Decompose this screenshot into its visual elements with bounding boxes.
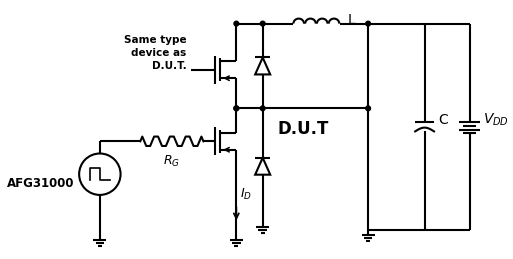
- Text: Same type
device as
D.U.T.: Same type device as D.U.T.: [124, 35, 186, 71]
- Text: $R_G$: $R_G$: [163, 154, 181, 169]
- Text: C: C: [438, 113, 447, 127]
- Circle shape: [260, 21, 265, 26]
- Circle shape: [366, 106, 370, 111]
- Circle shape: [234, 106, 239, 111]
- Text: D.U.T: D.U.T: [278, 120, 329, 139]
- Text: $I_D$: $I_D$: [240, 186, 252, 202]
- Circle shape: [234, 106, 239, 111]
- Text: L: L: [347, 13, 355, 27]
- Circle shape: [260, 106, 265, 111]
- Text: AFG31000: AFG31000: [7, 177, 74, 190]
- Circle shape: [366, 21, 370, 26]
- Text: $V_{DD}$: $V_{DD}$: [483, 111, 509, 128]
- Circle shape: [234, 21, 239, 26]
